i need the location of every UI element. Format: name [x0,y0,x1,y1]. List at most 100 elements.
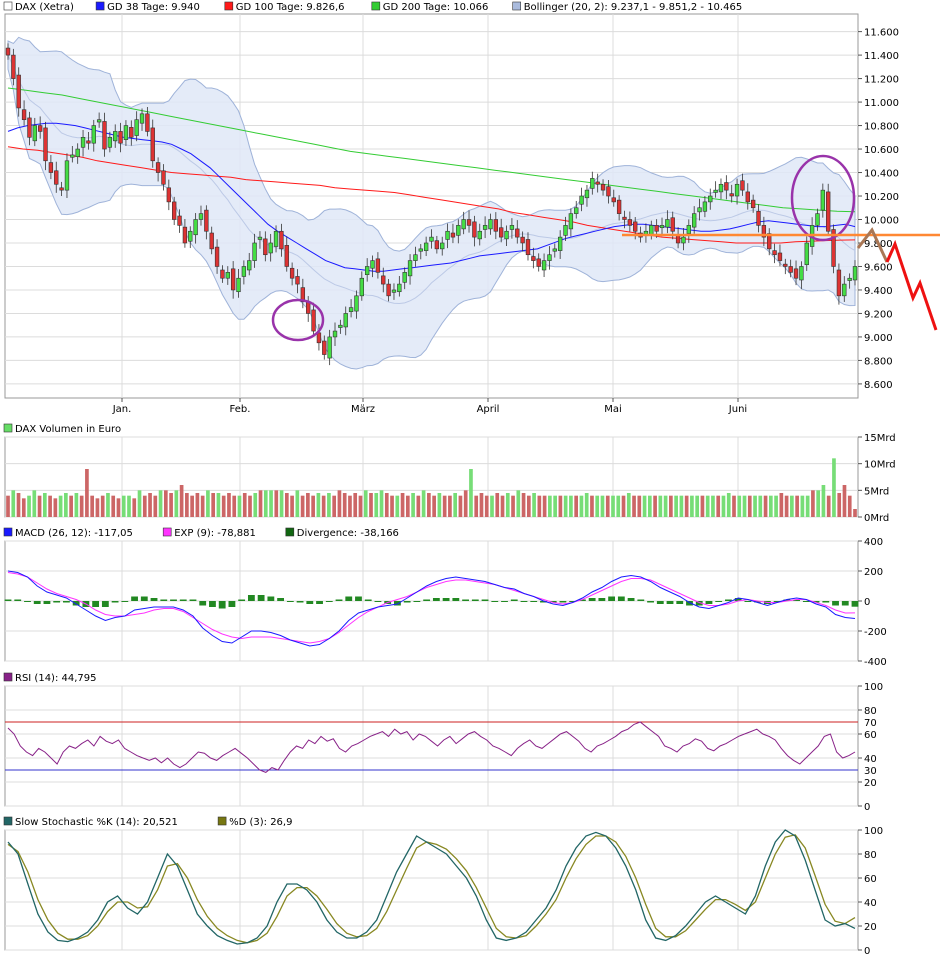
volume-bar-25 [137,490,142,517]
volume-bar-101 [537,495,542,517]
macd-legend-label-1: EXP (9): -78,881 [174,528,256,539]
volume-bar-156 [826,495,831,517]
macd-divergence-bar-81 [793,599,800,601]
macd-divergence-bar-24 [238,599,246,601]
candle-body-39 [214,246,220,267]
candle-body-137 [740,180,745,191]
volume-bar-100 [532,493,536,517]
volume-bar-47 [253,493,258,517]
rsi-tick-label-1: 80 [864,706,877,717]
bollinger-band [7,36,856,370]
macd-divergence-bar-63 [617,596,625,601]
macd-divergence-bar-83 [812,601,820,603]
volume-bar-148 [784,495,789,517]
macd-divergence-bar-21 [209,601,216,607]
volume-bar-65 [348,495,352,517]
volume-bar-141 [747,495,752,517]
macd-divergence-bar-19 [189,599,197,601]
macd-divergence-bar-44 [432,598,440,601]
gd100-line [7,146,856,244]
volume-bar-68 [363,490,368,517]
rsi-grid [5,685,858,807]
macd-divergence-bar-76 [744,601,752,602]
candle-body-38 [209,232,214,250]
macd-divergence-bar-26 [257,595,265,601]
price-legend-label-0: DAX (Xetra) [15,2,74,13]
volume-bar-28 [153,495,158,517]
price-tick-label-0: 11.600 [864,28,899,39]
volume-bar-43 [232,495,237,517]
candle-body-28 [155,162,161,173]
macd-divergence-bar-1 [14,599,22,601]
candle-body-68 [370,260,375,269]
volume-bar-123 [653,495,657,517]
macd-divergence-bar-84 [822,601,830,603]
macd-divergence-bar-16 [160,599,168,601]
candle-body-110 [595,181,600,185]
candle-body-72 [391,289,397,293]
volume-bar-75 [400,493,405,517]
candle-body-151 [815,213,820,226]
candle-body-141 [761,225,767,238]
candle-body-19 [107,137,113,148]
macd-divergence-bar-59 [578,599,586,601]
macd-divergence-bar-57 [559,601,567,603]
volume-bar-29 [158,490,163,517]
macd-divergence-bar-4 [43,601,51,604]
volume-bar-94 [500,495,505,517]
macd-divergence-bar-62 [608,596,616,601]
macd-legend-swatch-2 [285,527,295,537]
stoch-tick-label-4: 20 [864,922,877,933]
x-tick-label-4: Mai [604,404,622,415]
candle-body-53 [289,267,295,279]
volume-bar-130 [690,495,694,517]
rsi-ref-label-0: 70 [864,718,877,729]
volume-bar-113 [600,495,605,517]
macd-divergence-bar-79 [773,601,781,602]
candle-body-95 [515,228,520,238]
macd-divergence-bar-20 [199,601,207,606]
macd-divergence-bar-61 [598,598,606,601]
price-legend-label-3: GD 200 Tage: 10.066 [383,2,489,13]
volume-bar-157 [832,458,836,517]
volume-bar-67 [358,495,363,517]
stoch-legend-label-1: %D (3): 26,9 [229,817,292,828]
volume-bar-98 [521,493,526,517]
candle-body-98 [531,256,536,261]
volume-bar-142 [753,495,757,517]
rsi-legend-swatch-0 [3,672,13,682]
candle-body-112 [606,186,611,197]
candle-body-44 [241,266,247,277]
candle-body-107 [579,195,584,205]
macd-divergence-bar-32 [316,601,323,604]
volume-bar-19 [106,493,110,517]
candle-body-146 [788,266,793,273]
candle-body-33 [182,226,188,244]
candle-body-120 [649,225,654,236]
macd-tick-label-2: 0 [864,597,870,608]
volume-bar-143 [758,495,763,517]
volume-bar-11 [64,493,68,517]
candle-body-34 [188,230,193,242]
candle-body-144 [777,252,783,261]
rsi-frame [4,685,859,807]
candle-body-84 [456,225,461,236]
volume-bar-16 [90,495,95,517]
price-tick-label-15: 8.600 [864,380,893,391]
volume-bar-135 [716,495,721,517]
macd-tick-label-1: 200 [864,567,883,578]
volume-bar-159 [842,485,847,517]
macd-divergence-bar-82 [802,601,810,602]
macd-divergence-bar-66 [647,601,654,603]
candle-body-87 [472,221,477,238]
macd-divergence-bar-43 [423,599,431,601]
macd-legend-swatch-0 [3,527,13,537]
price-legend-label-2: GD 100 Tage: 9.826,6 [236,2,345,13]
macd-divergence-bar-56 [549,601,557,603]
candle-body-48 [263,238,268,256]
candle-body-29 [161,170,166,185]
volume-bar-131 [695,495,700,517]
volume-bar-10 [58,495,63,517]
candle-body-46 [252,242,257,261]
candle-body-51 [279,230,284,250]
